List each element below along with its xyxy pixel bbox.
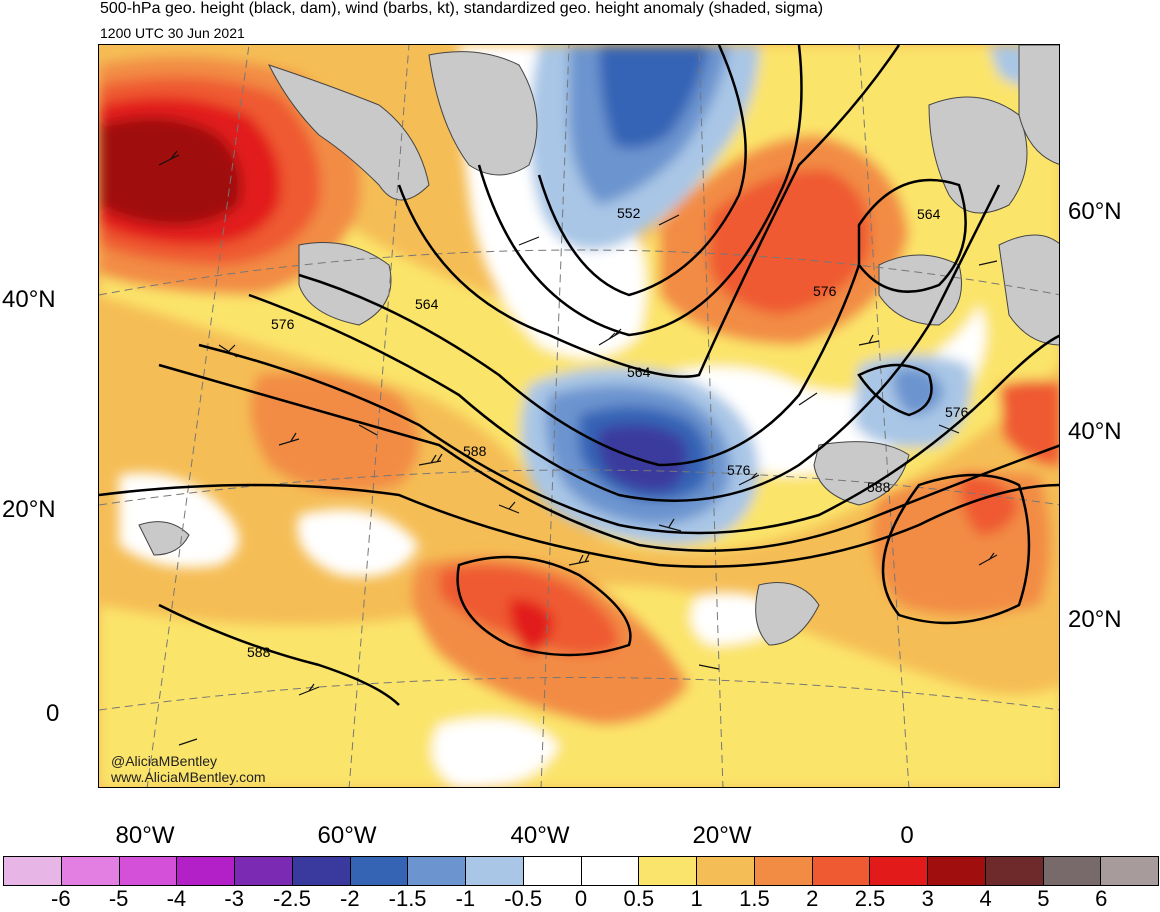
colorbar-swatch	[408, 857, 466, 885]
colorbar-tick-label: 5	[1037, 886, 1050, 911]
colorbar-swatch	[1043, 857, 1102, 885]
contour-label: 588	[247, 644, 271, 660]
colorbar-swatch	[61, 857, 120, 885]
author-website: www.AliciaMBentley.com	[111, 769, 266, 785]
colorbar-swatch	[812, 857, 871, 885]
colorbar-tick-label: -6	[51, 886, 71, 911]
colorbar-swatch	[292, 857, 351, 885]
lat-label-left-40n: 40°N	[2, 286, 56, 313]
contour-label: 576	[945, 404, 969, 420]
colorbar-tick-label: -1.5	[388, 886, 427, 911]
colorbar-swatch	[581, 857, 640, 885]
map-title: 500-hPa geo. height (black, dam), wind (…	[100, 0, 824, 17]
colorbar-swatch	[4, 857, 62, 885]
colorbar-tick-label: 1.5	[739, 886, 770, 911]
colorbar-swatch	[1101, 857, 1158, 885]
contour-label: 576	[813, 283, 837, 299]
colorbar-tick-label: 6	[1095, 886, 1108, 911]
colorbar-swatch	[350, 857, 409, 885]
colorbar-swatch	[119, 857, 178, 885]
colorbar-tick-label: 1	[690, 886, 703, 911]
colorbar-swatch	[523, 857, 582, 885]
lon-label-20w: 20°W	[692, 822, 752, 849]
colorbar-tick-label: -4	[166, 886, 187, 911]
colorbar-tick-label: 2.5	[854, 886, 886, 911]
lon-label-0: 0	[900, 822, 914, 849]
contour-label: 588	[463, 443, 487, 459]
lat-label-left-0: 0	[46, 700, 60, 727]
colorbar-tick-label: 4	[979, 886, 992, 911]
colorbar-swatch	[985, 857, 1044, 885]
colorbar-tick-label: 3	[921, 886, 934, 911]
colorbar-swatch	[928, 857, 986, 885]
contour-label: 588	[867, 479, 891, 495]
map-canvas	[99, 45, 1059, 787]
colorbar-tick-label: -2	[340, 886, 360, 911]
colorbar-swatch	[177, 857, 235, 885]
colorbar-tick-label: 2	[806, 886, 819, 911]
contour-label: 552	[617, 205, 641, 221]
colorbar-tick-label: 0.5	[623, 886, 655, 911]
contour-label: 564	[917, 206, 941, 222]
colorbar-swatch	[697, 857, 755, 885]
colorbar-tick-label: 0	[574, 886, 588, 911]
colorbar-swatch	[754, 857, 813, 885]
lat-label-right-60n: 60°N	[1068, 198, 1122, 225]
valid-time: 1200 UTC 30 Jun 2021	[100, 25, 245, 41]
contour-label: 564	[627, 364, 651, 380]
lat-label-right-20n: 20°N	[1068, 606, 1122, 633]
lat-label-right-40n: 40°N	[1068, 418, 1122, 445]
lat-label-left-20n: 20°N	[2, 496, 56, 523]
colorbar-tick-label: -3	[224, 886, 244, 911]
contour-label: 564	[415, 296, 439, 312]
colorbar-swatch	[870, 857, 928, 885]
contour-label: 576	[271, 316, 295, 332]
colorbar-tick-label: -1	[455, 886, 476, 911]
anomaly-map: 552 564 576 564 576 564 576 588 576 588 …	[98, 44, 1060, 788]
lon-label-60w: 60°W	[317, 822, 377, 849]
author-handle: @AliciaMBentley	[111, 753, 218, 769]
contour-label: 576	[727, 462, 751, 478]
colorbar-swatch	[639, 857, 697, 885]
colorbar-tick-label: -5	[108, 886, 129, 911]
colorbar-tick-label: -2.5	[273, 886, 311, 911]
colorbar	[3, 856, 1159, 886]
colorbar-swatch	[235, 857, 293, 885]
lon-label-80w: 80°W	[115, 822, 175, 849]
colorbar-swatch	[466, 857, 524, 885]
colorbar-tick-label: -0.5	[504, 886, 543, 911]
lon-label-40w: 40°W	[510, 822, 570, 849]
